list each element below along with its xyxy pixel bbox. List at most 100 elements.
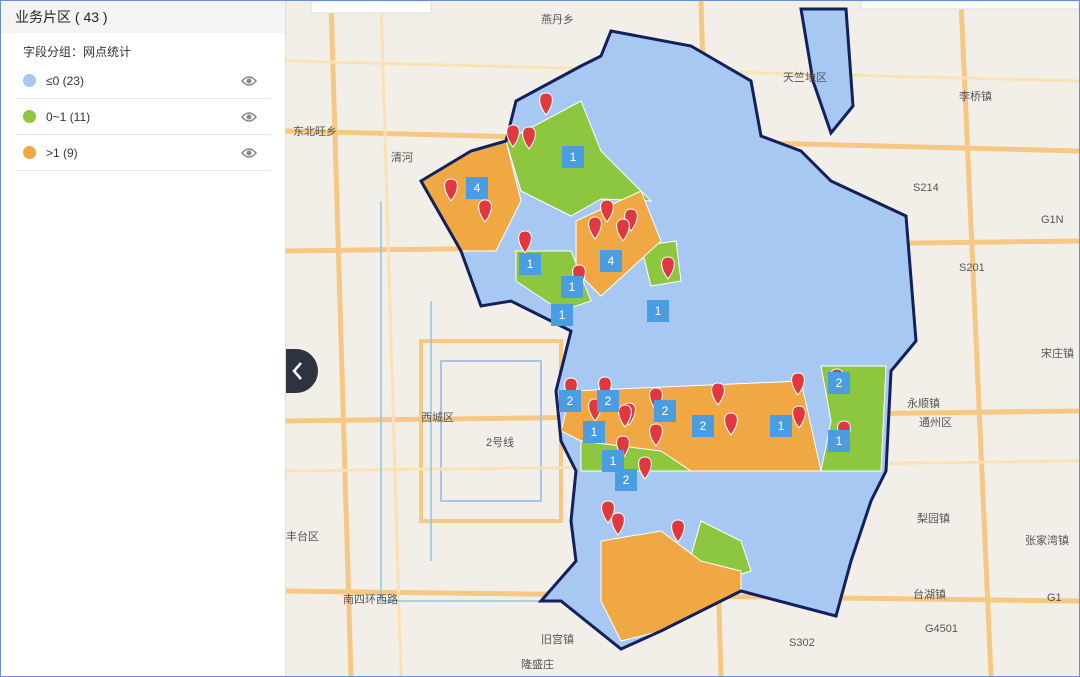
pin [588, 216, 602, 240]
pin [649, 423, 663, 447]
district-outline [418, 29, 918, 651]
legend-row[interactable]: 0~1 (11) [15, 99, 271, 135]
place-label: G1 [1047, 592, 1062, 604]
legend-swatch [23, 146, 36, 159]
cluster-box [583, 421, 605, 443]
place-label: 南四环西路 [343, 593, 398, 606]
cluster-box [600, 250, 622, 272]
cluster-count: 2 [605, 394, 612, 408]
pin [616, 218, 630, 242]
pin [478, 199, 492, 223]
cluster-box [559, 390, 581, 412]
legend: ≤0 (23) 0~1 (11) >1 (9) [1, 63, 285, 171]
place-label: 梨园镇 [917, 511, 950, 525]
pin [600, 199, 614, 223]
pin [638, 456, 652, 480]
cluster-box [654, 400, 676, 422]
pin [791, 372, 805, 396]
place-label: 台湖镇 [913, 587, 946, 601]
cluster-box [562, 146, 584, 168]
cluster-box [561, 276, 583, 298]
place-label: 通州区 [919, 416, 952, 429]
place-label: 丰台区 [286, 529, 319, 543]
district-blue [799, 7, 855, 137]
place-label: 旧宫镇 [541, 632, 574, 646]
cluster-count: 1 [655, 304, 662, 318]
cluster-count: 1 [610, 454, 617, 468]
cluster-box [551, 304, 573, 326]
pin [724, 412, 738, 436]
cluster-count: 2 [836, 376, 843, 390]
visibility-toggle[interactable] [241, 75, 257, 87]
cluster-count: 2 [623, 473, 630, 487]
cluster-box [647, 300, 669, 322]
pin [601, 500, 615, 524]
pin [522, 126, 536, 150]
cluster-count: 1 [836, 434, 843, 448]
place-label: G4501 [925, 623, 958, 635]
cluster-count: 4 [474, 181, 481, 195]
districts [418, 7, 918, 651]
legend-label: ≤0 (23) [46, 73, 84, 88]
panel-subtitle: 字段分组：网点统计 [23, 45, 132, 59]
place-label: 宋庄镇 [1041, 346, 1074, 360]
place-label: S201 [959, 262, 985, 274]
pin [671, 519, 685, 543]
cluster-box [602, 450, 624, 472]
place-label: 张家湾镇 [1025, 533, 1069, 547]
cluster-count: 2 [662, 404, 669, 418]
place-label: 永顺镇 [907, 396, 940, 410]
place-label: 2号线 [486, 435, 514, 449]
cluster-box [615, 469, 637, 491]
pin [661, 256, 675, 280]
cluster-count: 2 [567, 394, 574, 408]
cluster-box [466, 177, 488, 199]
side-panel: 业务片区 ( 43 ) 字段分组：网点统计 ≤0 (23) 0~1 (11) >1 … [1, 1, 286, 676]
cluster-count: 1 [778, 419, 785, 433]
cluster-count: 2 [700, 419, 707, 433]
collapse-button[interactable] [286, 349, 318, 393]
legend-label: 0~1 (11) [46, 109, 91, 124]
cluster-count: 1 [527, 257, 534, 271]
cluster-count: 1 [570, 150, 577, 164]
cluster-box [597, 390, 619, 412]
pin [506, 124, 520, 148]
place-label: 东北旺乡 [293, 125, 337, 138]
pin [611, 512, 625, 536]
cluster-box [770, 415, 792, 437]
place-label: G1N [1041, 214, 1064, 226]
place-label: 燕丹乡 [541, 13, 574, 26]
legend-swatch [23, 110, 36, 123]
visibility-toggle[interactable] [241, 147, 257, 159]
pin [711, 382, 725, 406]
cluster-count: 1 [569, 280, 576, 294]
pin [618, 404, 632, 428]
place-label: 天竺地区 [783, 70, 827, 84]
cluster-box [828, 430, 850, 452]
place-label: 李桥镇 [959, 89, 992, 103]
cluster-count: 1 [559, 308, 566, 322]
place-label: 清河 [391, 151, 413, 164]
legend-row[interactable]: ≤0 (23) [15, 63, 271, 99]
legend-label: >1 (9) [46, 145, 78, 160]
visibility-toggle[interactable] [241, 111, 257, 123]
pin [444, 178, 458, 202]
cluster-box [519, 253, 541, 275]
legend-row[interactable]: >1 (9) [15, 135, 271, 171]
cluster-count: 1 [591, 425, 598, 439]
panel-title: 业务片区 ( 43 ) [1, 1, 285, 33]
pin [792, 405, 806, 429]
cluster-box [828, 372, 850, 394]
legend-swatch [23, 74, 36, 87]
place-label: 西城区 [421, 411, 454, 424]
pin [518, 230, 532, 254]
place-label: 隆盛庄 [521, 657, 554, 671]
place-label: S214 [913, 182, 939, 194]
place-label: S302 [789, 637, 815, 649]
cluster-box [692, 415, 714, 437]
cluster-count: 4 [608, 254, 615, 268]
